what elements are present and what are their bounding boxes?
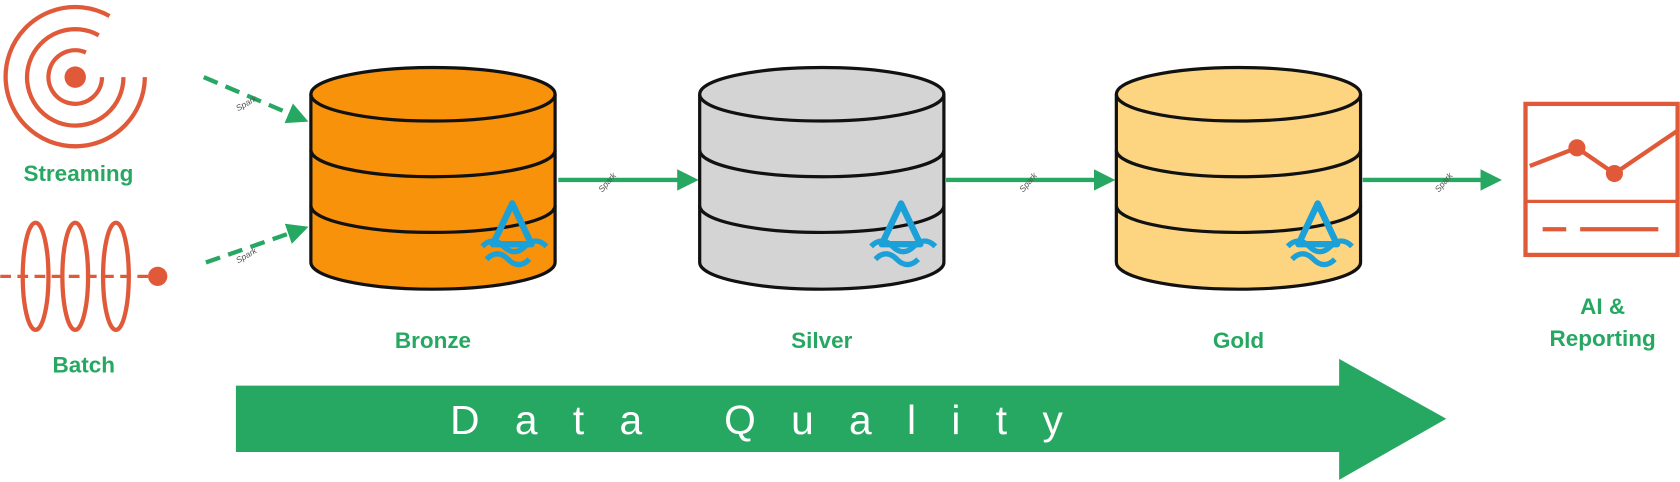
arrow <box>202 75 309 124</box>
layer-label: Bronze <box>395 328 471 353</box>
cylinder-band <box>309 205 557 235</box>
batch-icon <box>0 220 168 333</box>
cylinder-top <box>309 65 557 123</box>
report-icon <box>1523 101 1680 258</box>
spark-label: Spark <box>234 245 259 265</box>
streaming-icon <box>3 4 147 149</box>
arrow <box>205 223 309 265</box>
cylinder-body <box>309 94 557 291</box>
cylinder-band <box>309 149 557 179</box>
cylinder-band <box>698 205 946 235</box>
cylinder-top <box>1114 65 1363 123</box>
layer-label: Gold <box>1213 328 1264 353</box>
cylinder-body <box>698 94 946 291</box>
cylinder-band <box>698 149 946 179</box>
output-label: AI & <box>1580 294 1625 319</box>
cylinder-band <box>1114 205 1363 235</box>
layer-cylinder: Gold <box>1114 65 1363 353</box>
arrows <box>202 75 1502 265</box>
spark-label: Spark <box>234 93 259 113</box>
banner-text: Data Quality <box>450 397 1098 443</box>
cylinder-body <box>1114 94 1363 291</box>
layer-label: Silver <box>791 328 853 353</box>
layer-cylinder: Silver <box>698 65 946 353</box>
source-label: Streaming <box>23 161 133 186</box>
output-label: Reporting <box>1550 326 1656 351</box>
layers: Bronze Silver Gold <box>309 65 1363 353</box>
cylinder-band <box>1114 149 1363 179</box>
banner-arrow <box>235 358 1447 480</box>
cylinder-top <box>698 65 946 123</box>
layer-cylinder: Bronze <box>309 65 557 353</box>
source-label: Batch <box>53 353 115 378</box>
